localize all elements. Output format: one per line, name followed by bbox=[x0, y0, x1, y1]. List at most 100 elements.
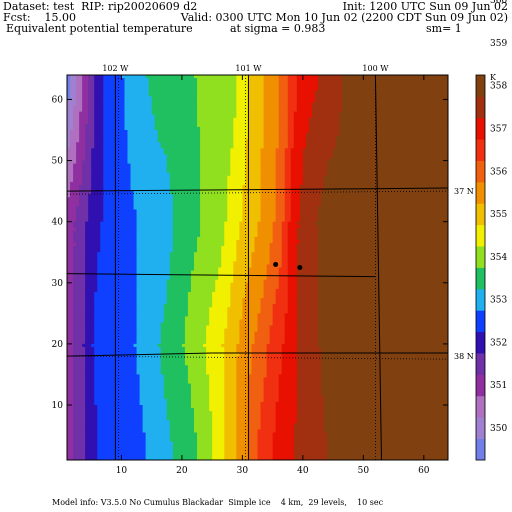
field-cell bbox=[233, 99, 237, 104]
field-cell bbox=[281, 90, 286, 94]
field-cell bbox=[121, 139, 126, 143]
field-cell bbox=[76, 84, 80, 88]
field-cell bbox=[209, 151, 213, 156]
field-cell bbox=[127, 142, 132, 146]
field-cell bbox=[112, 111, 116, 116]
field-cell bbox=[275, 120, 280, 125]
field-cell bbox=[272, 78, 277, 82]
field-cell bbox=[85, 90, 89, 94]
field-cell bbox=[411, 111, 416, 116]
field-cell bbox=[311, 108, 316, 113]
field-cell bbox=[399, 75, 404, 79]
field-cell bbox=[281, 75, 286, 79]
field-cell bbox=[293, 151, 298, 156]
field-cell bbox=[272, 114, 277, 119]
field-cell bbox=[302, 136, 307, 140]
field-cell bbox=[290, 87, 295, 91]
field-cell bbox=[260, 102, 265, 107]
field-cell bbox=[79, 136, 83, 140]
field-cell bbox=[317, 111, 322, 116]
field-cell bbox=[76, 99, 80, 104]
field-cell bbox=[187, 84, 192, 88]
field-cell bbox=[190, 148, 195, 152]
field-cell bbox=[136, 108, 141, 113]
field-cell bbox=[342, 117, 346, 122]
field-cell bbox=[203, 133, 207, 137]
field-cell bbox=[91, 114, 95, 119]
field-cell bbox=[197, 102, 201, 107]
field-cell bbox=[233, 81, 237, 85]
field-cell bbox=[275, 139, 280, 143]
field-cell bbox=[121, 102, 126, 107]
field-cell bbox=[151, 78, 156, 82]
field-cell bbox=[369, 108, 373, 113]
field-cell bbox=[444, 130, 448, 134]
field-cell bbox=[348, 123, 352, 128]
field-cell bbox=[106, 133, 110, 137]
field-cell bbox=[360, 120, 364, 125]
field-cell bbox=[284, 142, 289, 146]
field-cell bbox=[378, 105, 383, 110]
field-cell bbox=[145, 93, 150, 97]
field-cell bbox=[251, 120, 256, 125]
field-cell bbox=[426, 111, 431, 116]
field-cell bbox=[203, 120, 207, 125]
field-cell bbox=[257, 126, 262, 131]
field-cell bbox=[360, 126, 364, 131]
field-cell bbox=[124, 148, 129, 152]
field-cell bbox=[438, 78, 443, 82]
field-cell bbox=[278, 148, 283, 152]
field-cell bbox=[378, 78, 383, 82]
field-cell bbox=[139, 102, 144, 107]
field-cell bbox=[91, 111, 95, 116]
field-cell bbox=[197, 108, 201, 113]
field-cell bbox=[203, 142, 207, 146]
field-cell bbox=[148, 81, 153, 85]
field-cell bbox=[142, 93, 147, 97]
field-cell bbox=[269, 148, 274, 152]
field-cell bbox=[88, 108, 92, 113]
field-cell bbox=[375, 123, 380, 128]
field-cell bbox=[127, 87, 132, 91]
field-cell bbox=[200, 151, 204, 156]
field-cell bbox=[154, 87, 159, 91]
field-cell bbox=[184, 151, 189, 156]
field-cell bbox=[387, 139, 392, 143]
field-cell bbox=[432, 117, 437, 122]
field-cell bbox=[236, 84, 240, 88]
field-cell bbox=[175, 105, 180, 110]
field-cell bbox=[357, 133, 361, 137]
field-cell bbox=[411, 105, 416, 110]
field-cell bbox=[441, 87, 446, 91]
field-cell bbox=[333, 133, 337, 137]
field-cell bbox=[163, 123, 168, 128]
field-cell bbox=[327, 139, 331, 143]
field-cell bbox=[339, 114, 343, 119]
field-cell bbox=[257, 120, 262, 125]
field-cell bbox=[402, 126, 407, 131]
field-cell bbox=[408, 78, 413, 82]
field-cell bbox=[293, 108, 298, 113]
field-cell bbox=[206, 130, 210, 134]
field-cell bbox=[432, 96, 437, 101]
field-cell bbox=[227, 114, 231, 119]
field-cell bbox=[314, 108, 319, 113]
field-cell bbox=[82, 123, 86, 128]
field-cell bbox=[435, 90, 440, 94]
field-cell bbox=[67, 81, 71, 85]
field-cell bbox=[212, 145, 216, 149]
field-cell bbox=[378, 102, 383, 107]
field-cell bbox=[76, 136, 80, 140]
field-cell bbox=[330, 102, 334, 107]
field-cell bbox=[408, 148, 413, 152]
field-cell bbox=[375, 93, 380, 97]
field-cell bbox=[115, 148, 119, 152]
field-cell bbox=[351, 114, 355, 119]
field-cell bbox=[94, 75, 98, 79]
field-cell bbox=[148, 114, 153, 119]
field-cell bbox=[212, 136, 216, 140]
field-cell bbox=[426, 105, 431, 110]
field-cell bbox=[360, 81, 364, 85]
field-cell bbox=[221, 111, 225, 116]
field-cell bbox=[287, 87, 292, 91]
